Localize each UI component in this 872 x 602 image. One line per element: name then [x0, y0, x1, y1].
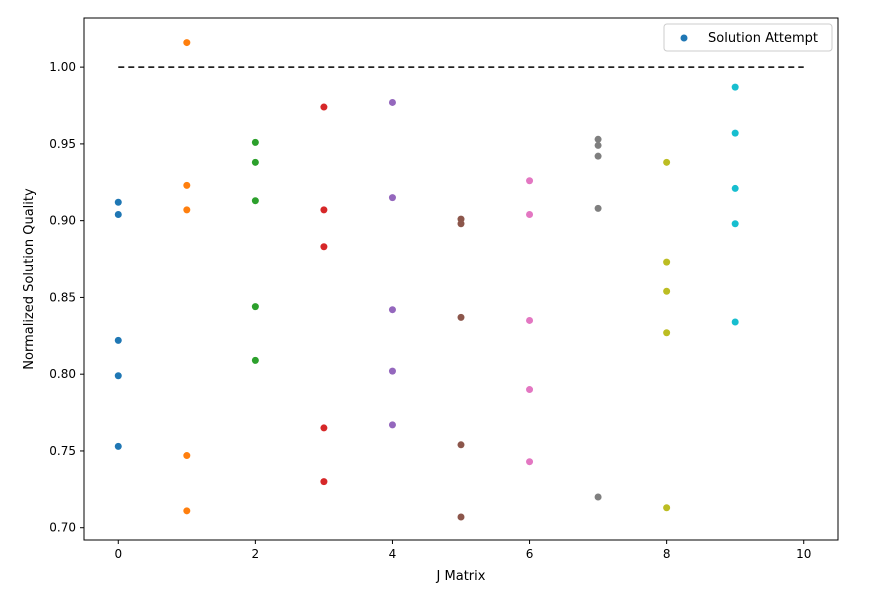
data-point [251, 138, 259, 146]
data-point [457, 220, 465, 228]
data-point [526, 177, 534, 185]
data-point [114, 442, 122, 450]
data-point [320, 206, 328, 214]
y-tick-label: 0.75 [49, 444, 76, 458]
data-point [594, 135, 602, 143]
data-point [183, 452, 191, 460]
data-point [320, 478, 328, 486]
data-point [731, 129, 739, 137]
data-point [594, 204, 602, 212]
data-point [183, 206, 191, 214]
data-point [114, 211, 122, 219]
data-point [183, 181, 191, 189]
y-tick-label: 1.00 [49, 60, 76, 74]
data-point [457, 441, 465, 449]
y-tick-label: 0.70 [49, 521, 76, 535]
data-point [594, 152, 602, 160]
data-point [183, 507, 191, 515]
data-point [731, 318, 739, 326]
data-point [183, 39, 191, 47]
data-point [388, 194, 396, 202]
data-point [388, 367, 396, 375]
data-point [114, 336, 122, 344]
y-tick-label: 0.85 [49, 290, 76, 304]
x-tick-label: 4 [389, 547, 397, 561]
data-point [526, 386, 534, 394]
y-tick-label: 0.80 [49, 367, 76, 381]
data-point [457, 313, 465, 321]
x-tick-label: 10 [796, 547, 811, 561]
y-axis-label: Normalized Solution Quality [22, 188, 37, 370]
x-tick-label: 8 [663, 547, 671, 561]
y-tick-label: 0.95 [49, 137, 76, 151]
data-point [663, 158, 671, 166]
data-point [594, 141, 602, 149]
data-point [251, 197, 259, 205]
x-tick-label: 2 [252, 547, 260, 561]
data-point [526, 458, 534, 466]
data-point [320, 424, 328, 432]
x-tick-label: 0 [114, 547, 122, 561]
data-point [320, 243, 328, 251]
data-point [731, 220, 739, 228]
plot-area-frame [83, 17, 839, 541]
legend-marker [680, 34, 688, 42]
legend: Solution Attempt [663, 23, 833, 52]
data-point [388, 306, 396, 314]
data-point [526, 316, 534, 324]
legend-box [663, 23, 833, 52]
data-point [663, 504, 671, 512]
data-point [388, 98, 396, 106]
legend-label: Solution Attempt [708, 31, 818, 46]
x-tick-label: 6 [526, 547, 534, 561]
data-point [251, 158, 259, 166]
data-point [114, 372, 122, 380]
data-point [388, 421, 396, 429]
x-axis-label: J Matrix [436, 569, 486, 584]
axes-layer [83, 17, 839, 541]
data-point [457, 513, 465, 521]
data-point [594, 493, 602, 501]
data-point [663, 258, 671, 266]
data-point [663, 287, 671, 295]
data-point [731, 83, 739, 91]
data-point [251, 356, 259, 364]
data-point [251, 303, 259, 311]
data-point [526, 211, 534, 219]
points-layer [114, 39, 739, 521]
data-point [114, 198, 122, 206]
data-point [320, 103, 328, 111]
ticks-layer: 0 2 4 6 8 10 0.70 0.75 0.80 0.85 0.90 0.95 1.00 [49, 60, 811, 561]
y-tick-label: 0.90 [49, 214, 76, 228]
data-point [731, 184, 739, 192]
data-point [663, 329, 671, 337]
